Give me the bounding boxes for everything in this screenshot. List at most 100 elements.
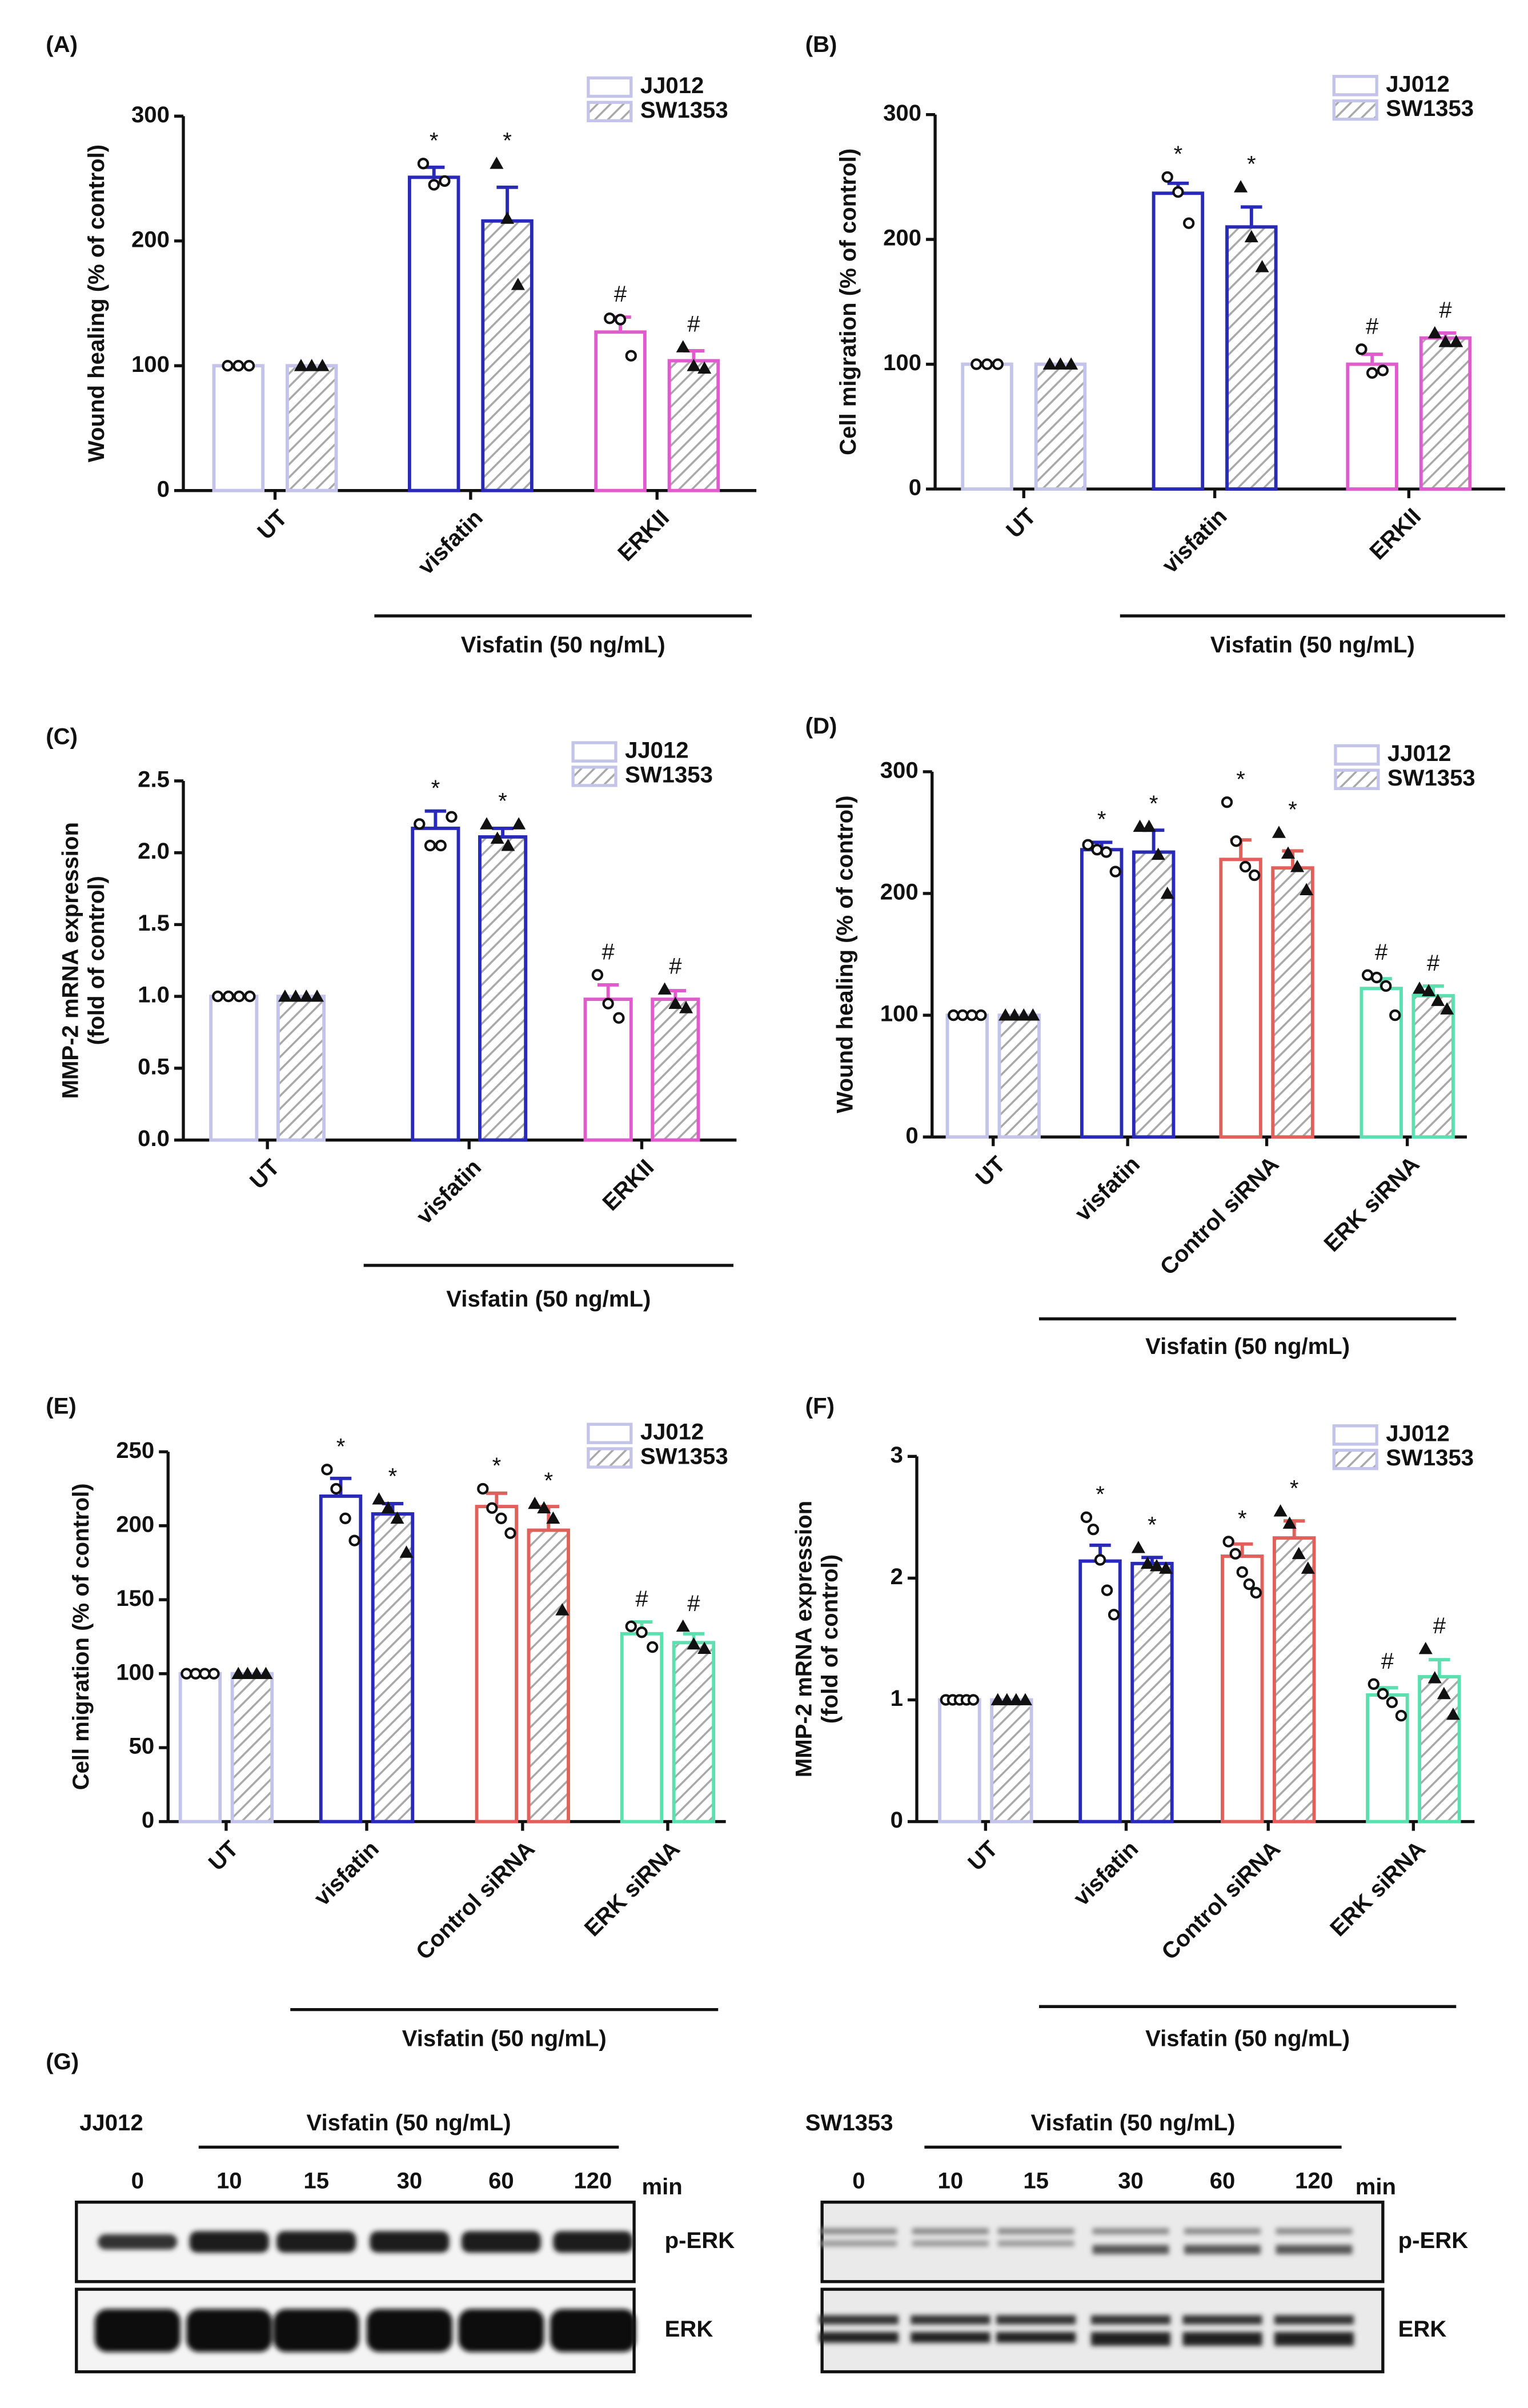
x-tick-label: UT [963,1836,1003,1876]
band [1092,2245,1169,2254]
data-point [1017,1008,1031,1021]
band [553,2231,633,2253]
data-point [1431,993,1445,1006]
data-point [602,997,614,1009]
data-point [1437,1686,1451,1700]
data-point [1100,846,1112,858]
blot-row-label: ERK [665,2316,713,2342]
legend-label: SW1353 [625,762,713,787]
data-point [1091,844,1103,856]
bar [371,1512,415,1824]
data-point [500,211,515,224]
bar [1132,850,1176,1139]
significance-marker: # [1375,939,1388,965]
data-point [1377,364,1389,376]
legend-label: JJ012 [1386,71,1450,97]
x-tick-label: UT [252,504,292,544]
legend-label: SW1353 [1386,1445,1474,1471]
data-point [1094,1554,1106,1566]
significance-marker: * [1290,1475,1299,1501]
legend-label: JJ012 [640,1419,704,1445]
bar [475,1505,519,1824]
x-tick-label: UT [1001,503,1041,543]
band [461,2231,541,2253]
bar [1078,1559,1122,1824]
x-tick-label: UT [203,1836,243,1876]
data-point [687,1637,701,1650]
significance-marker: # [1439,297,1452,323]
cell-line-label: JJ012 [79,2110,143,2135]
data-point [1366,367,1378,379]
significance-marker: # [1427,950,1440,976]
significance-marker: * [503,127,512,153]
y-tick-label: 0.5 [138,1053,170,1079]
treatment-label: Visfatin (50 ng/mL) [307,2110,511,2135]
data-point [625,1620,637,1632]
y-tick-label: 2 [891,1564,903,1589]
band [186,2309,272,2352]
significance-marker: # [1433,1613,1446,1638]
data-point [1272,826,1286,838]
band [1274,2315,1354,2325]
band [912,2228,989,2234]
x-tick-label: visfatin [1157,503,1232,578]
significance-marker: # [1381,1648,1394,1674]
data-point [190,1668,202,1680]
data-point [604,312,616,324]
data-point [1042,357,1057,370]
y-tick-label: 300 [883,100,921,126]
data-point [676,1619,690,1632]
data-point [679,1001,693,1013]
bar [1034,362,1087,491]
unit-label: min [1355,2174,1396,2199]
data-point [1361,969,1374,981]
data-point [1273,1504,1288,1517]
data-point [495,1512,507,1524]
x-tick-label: ERKII [597,1154,659,1215]
data-point [1355,343,1367,355]
data-point [1082,839,1094,851]
y-tick-label: 0 [909,475,921,500]
band [273,2309,359,2352]
data-point [1281,846,1296,859]
band [1184,2245,1261,2254]
data-point [1300,883,1314,895]
data-point [330,1483,342,1495]
y-axis-label: Wound healing (% of control) [83,145,109,462]
lane-label: 60 [488,2167,514,2193]
y-axis-label: MMP-2 mRNA expression [57,822,83,1099]
data-point [1230,835,1242,847]
bar [990,1698,1033,1824]
band [996,2332,1076,2343]
lane-label: 30 [1118,2167,1144,2193]
data-point [435,839,447,852]
group-label: Visfatin (50 ng/mL) [402,2026,607,2052]
data-point [992,358,1004,370]
band [1182,2332,1262,2346]
data-point [439,175,451,187]
data-point [1250,1586,1262,1599]
data-point [591,969,604,981]
legend-label: JJ012 [1386,1420,1450,1446]
x-tick-label: UT [970,1151,1010,1191]
band [189,2231,269,2253]
lane-label: 15 [1023,2167,1049,2193]
band [276,2231,356,2253]
legend-swatch [587,1423,633,1444]
x-tick-label: Control siRNA [1157,1836,1286,1965]
band [820,2240,897,2247]
data-point [233,990,245,1003]
data-point [1018,1693,1032,1705]
data-point [424,839,436,852]
significance-marker: # [687,1590,700,1616]
data-point [446,811,458,823]
bar [1225,225,1278,491]
data-point [231,1666,246,1680]
group-label: Visfatin (50 ng/mL) [461,632,665,658]
treatment-label: Visfatin (50 ng/mL) [1030,2110,1235,2135]
group-label: Visfatin (50 ng/mL) [1210,632,1415,658]
data-point [957,1009,969,1021]
significance-marker: # [601,939,615,965]
data-point [1064,357,1078,370]
legend-label: JJ012 [640,73,704,98]
